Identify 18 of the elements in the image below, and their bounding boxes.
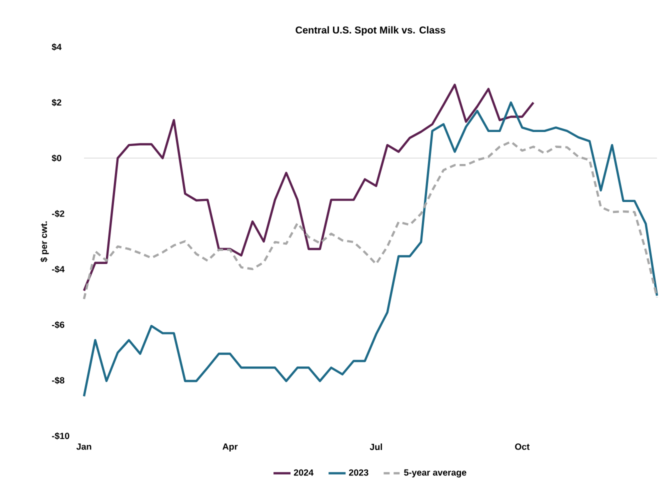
y-tick-label: $4 xyxy=(52,43,62,51)
y-tick-label: $2 xyxy=(52,98,62,106)
legend-label: 2024 xyxy=(294,469,314,476)
x-tick-label: Jul xyxy=(370,444,382,450)
y-tick-label: $0 xyxy=(52,154,62,162)
line-series xyxy=(82,140,658,300)
y-tick-label: -$2 xyxy=(52,210,64,218)
legend-label: 5-year average xyxy=(404,469,466,478)
x-tick-label: Jan xyxy=(76,444,92,450)
x-tick-label: Apr xyxy=(222,444,238,452)
x-tick-label: Oct xyxy=(515,444,530,450)
chart-title: Central U.S. Spot Milk vs. Class xyxy=(296,26,446,36)
y-tick-label: -$8 xyxy=(52,376,64,384)
y-tick-label: -$6 xyxy=(52,321,64,329)
y-tick-label: -$4 xyxy=(52,266,65,273)
y-axis-title: $ per cwt. xyxy=(40,221,49,262)
legend-label: 2023 xyxy=(349,469,368,476)
y-tick-label: -$10 xyxy=(52,432,70,440)
